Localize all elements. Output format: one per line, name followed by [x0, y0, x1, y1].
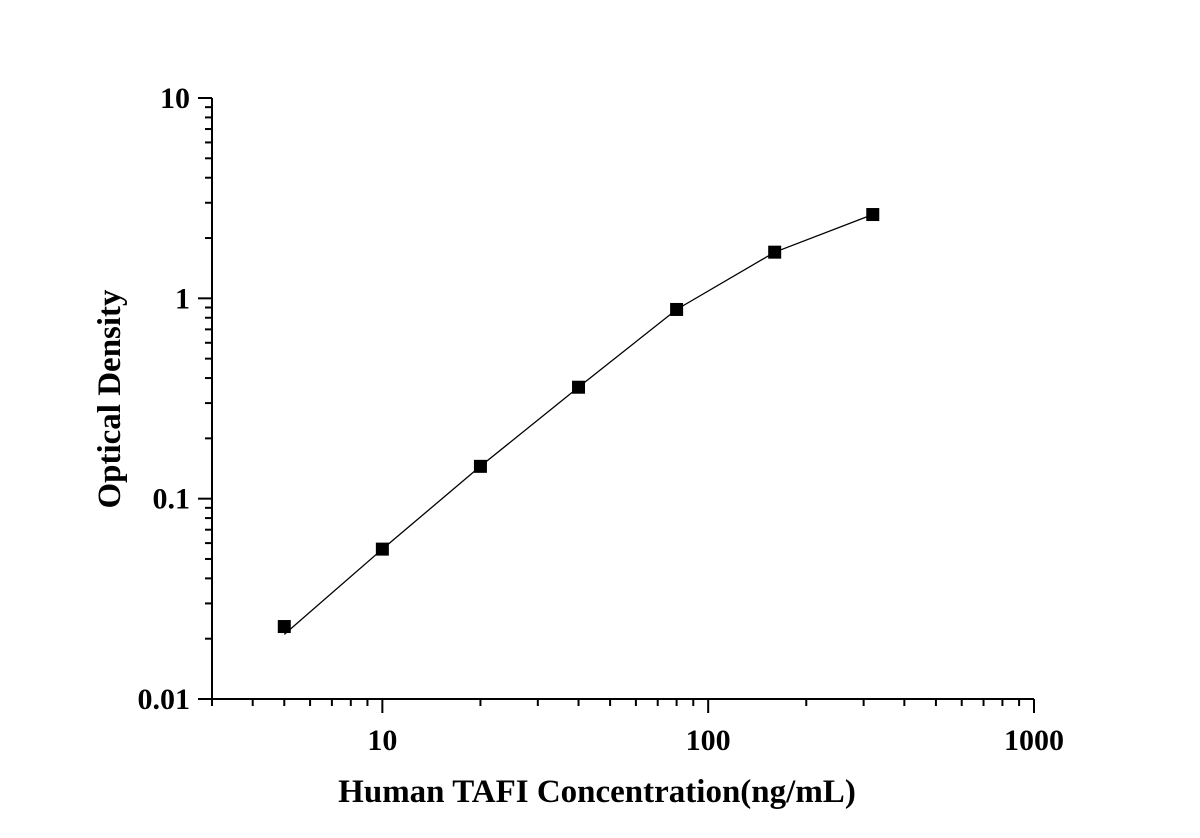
data-points-layer [277, 208, 880, 634]
x-tick-label: 100 [686, 724, 731, 757]
y-axis-title: Optical Density [92, 289, 128, 509]
y-tick-label: 1 [175, 282, 190, 315]
y-tick-label: 0.1 [153, 483, 191, 516]
data-point [670, 302, 684, 316]
data-point [866, 208, 880, 222]
axes [198, 97, 1035, 713]
x-axis-title: Human TAFI Concentration(ng/mL) [338, 774, 856, 810]
y-tick-label: 10 [160, 82, 190, 115]
data-point [375, 542, 389, 556]
data-point [572, 380, 586, 394]
x-tick-label: 1000 [1004, 724, 1064, 757]
fit-curve-layer [283, 213, 874, 635]
tick-labels-layer: 10 100 1000 0.01 0.1 1 10 [138, 82, 1065, 757]
y-tick-label: 0.01 [138, 683, 191, 716]
x-tick-label: 10 [367, 724, 397, 757]
data-point [277, 620, 291, 634]
fit-curve [283, 213, 874, 635]
data-point [768, 245, 782, 259]
data-point [473, 459, 487, 473]
